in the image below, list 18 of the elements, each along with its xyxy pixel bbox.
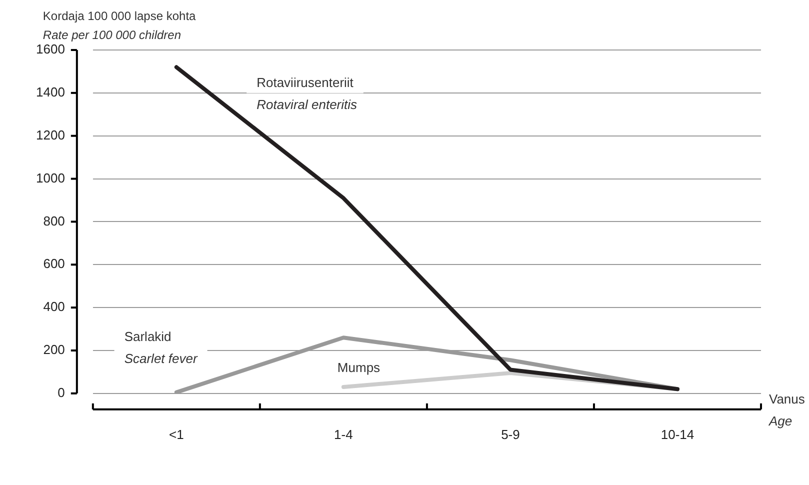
x-tick-label: <1 [169, 426, 184, 442]
y-tick-label: 1000 [36, 170, 65, 186]
y-tick-label: 1200 [36, 127, 65, 142]
y-tick-label: 400 [43, 299, 65, 314]
series-label: Mumps [337, 360, 381, 375]
x-axis-title: Vanus Age [768, 391, 806, 428]
y-axis-title: Kordaja 100 000 lapse kohta Rate per 100 000 children [42, 9, 196, 42]
x-tick-label: 1-4 [334, 426, 353, 442]
y-tick-label: 200 [43, 342, 65, 358]
y-tick-label: 1400 [36, 84, 65, 100]
series-label: Rotaviirusenteriit Rotaviral enteritis [256, 75, 358, 112]
y-tick-label: 800 [43, 213, 65, 228]
x-tick-label: 10-14 [660, 426, 694, 442]
y-tick-label: 600 [43, 256, 65, 272]
y-tick-label: 1600 [36, 42, 65, 57]
series-label: Sarlakid Scarlet fever [124, 328, 198, 366]
x-tick-label: 5-9 [501, 426, 520, 442]
y-tick-label: 0 [58, 384, 65, 400]
